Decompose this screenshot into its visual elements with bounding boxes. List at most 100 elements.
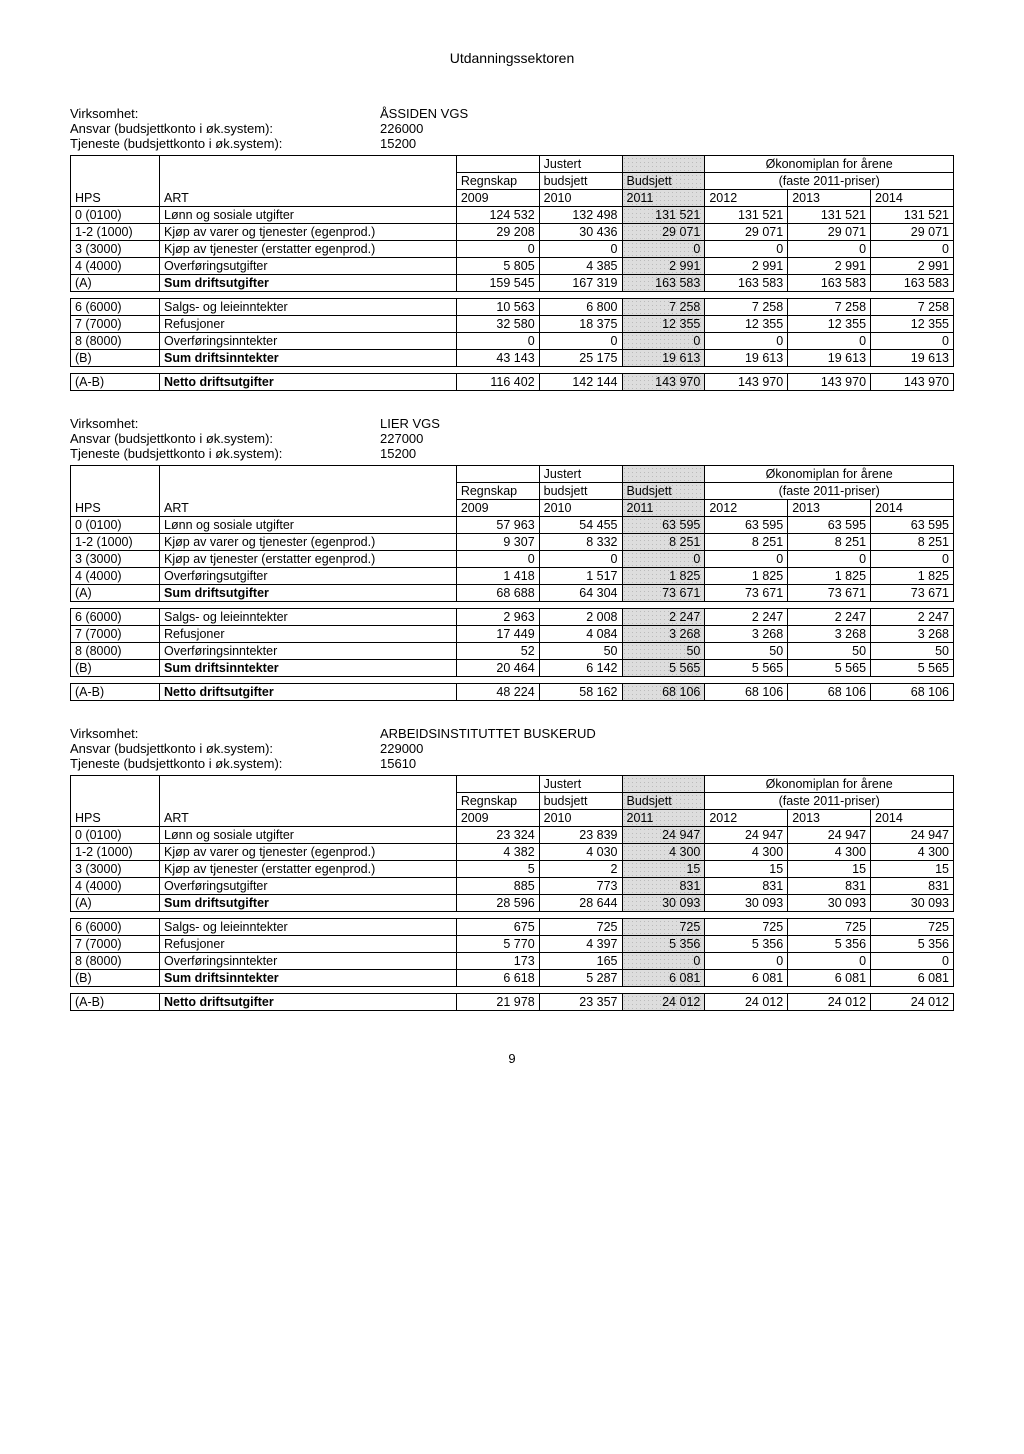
cell: 1 825 (788, 568, 871, 585)
cell: 725 (539, 919, 622, 936)
cell: Kjøp av varer og tjenester (egenprod.) (160, 534, 457, 551)
cell: 5 356 (871, 936, 954, 953)
cell: 2012 (705, 500, 788, 517)
cell: Lønn og sosiale utgifter (160, 207, 457, 224)
cell: (faste 2011-priser) (705, 483, 954, 500)
cell: 1-2 (1000) (71, 844, 160, 861)
cell: 0 (871, 953, 954, 970)
cell: 0 (0100) (71, 827, 160, 844)
cell: 8 251 (871, 534, 954, 551)
cell: 29 071 (788, 224, 871, 241)
budget-section: Virksomhet:ARBEIDSINSTITUTTET BUSKERUD A… (70, 726, 954, 1011)
cell: 21 978 (456, 994, 539, 1011)
cell: 1 517 (539, 568, 622, 585)
cell: (B) (71, 350, 160, 367)
cell: 5 565 (788, 660, 871, 677)
cell: 6 618 (456, 970, 539, 987)
cell: 25 175 (539, 350, 622, 367)
cell: Regnskap (456, 793, 539, 810)
cell: 2014 (871, 810, 954, 827)
cell: 68 106 (622, 684, 705, 701)
cell: Overføringsinntekter (160, 953, 457, 970)
cell: Netto driftsutgifter (160, 374, 457, 391)
cell: 2 963 (456, 609, 539, 626)
cell: 116 402 (456, 374, 539, 391)
cell: Netto driftsutgifter (160, 994, 457, 1011)
cell: (A) (71, 895, 160, 912)
cell: 50 (705, 643, 788, 660)
cell: Kjøp av tjenester (erstatter egenprod.) (160, 861, 457, 878)
cell: 2 247 (871, 609, 954, 626)
cell: 50 (788, 643, 871, 660)
cell: 68 106 (871, 684, 954, 701)
cell: 131 521 (622, 207, 705, 224)
cell: 15 (788, 861, 871, 878)
cell: 6 081 (788, 970, 871, 987)
cell: 2 247 (788, 609, 871, 626)
cell: 19 613 (622, 350, 705, 367)
cell (456, 466, 539, 483)
cell: 8 251 (788, 534, 871, 551)
cell: 68 106 (705, 684, 788, 701)
cell: 23 324 (456, 827, 539, 844)
cell: 7 258 (705, 299, 788, 316)
cell: Justert (539, 156, 622, 173)
cell: 1 825 (705, 568, 788, 585)
cell: budsjett (539, 483, 622, 500)
cell: 1-2 (1000) (71, 224, 160, 241)
cell: 0 (456, 333, 539, 350)
cell: Overføringsutgifter (160, 258, 457, 275)
cell: 0 (871, 333, 954, 350)
cell: Sum driftsinntekter (160, 660, 457, 677)
cell: 2009 (456, 500, 539, 517)
cell: 7 258 (622, 299, 705, 316)
cell: 7 (7000) (71, 626, 160, 643)
cell: Sum driftsutgifter (160, 585, 457, 602)
cell: 10 563 (456, 299, 539, 316)
cell: 54 455 (539, 517, 622, 534)
cell: 143 970 (788, 374, 871, 391)
cell: 4 030 (539, 844, 622, 861)
cell: 0 (456, 551, 539, 568)
cell: (A-B) (71, 684, 160, 701)
cell: Overføringsutgifter (160, 568, 457, 585)
label-tjeneste: Tjeneste (budsjettkonto i øk.system): (70, 136, 380, 151)
cell: Overføringsinntekter (160, 643, 457, 660)
cell: 63 595 (788, 517, 871, 534)
cell: 725 (705, 919, 788, 936)
cell: 0 (0100) (71, 207, 160, 224)
cell: 12 355 (788, 316, 871, 333)
cell: 15 (622, 861, 705, 878)
cell: Sum driftsinntekter (160, 350, 457, 367)
cell: 0 (788, 953, 871, 970)
cell: 6 142 (539, 660, 622, 677)
cell: 143 970 (705, 374, 788, 391)
cell: 5 (456, 861, 539, 878)
cell: 3 (3000) (71, 241, 160, 258)
cell: 1 418 (456, 568, 539, 585)
cell: 23 357 (539, 994, 622, 1011)
cell: 2 247 (622, 609, 705, 626)
cell: 29 071 (871, 224, 954, 241)
cell: 2009 (456, 810, 539, 827)
cell: 8 (8000) (71, 643, 160, 660)
cell: 831 (788, 878, 871, 895)
cell: 5 356 (705, 936, 788, 953)
cell: 0 (0100) (71, 517, 160, 534)
cell: 0 (622, 953, 705, 970)
cell: 143 970 (871, 374, 954, 391)
cell: Justert (539, 776, 622, 793)
cell: 132 498 (539, 207, 622, 224)
col-art: ART (160, 156, 457, 207)
cell: 0 (705, 953, 788, 970)
cell (456, 156, 539, 173)
cell: 2014 (871, 500, 954, 517)
cell: 2 991 (622, 258, 705, 275)
cell: 68 688 (456, 585, 539, 602)
cell: 68 106 (788, 684, 871, 701)
cell: 2011 (622, 810, 705, 827)
cell: 30 093 (871, 895, 954, 912)
cell: Sum driftsutgifter (160, 275, 457, 292)
cell: 7 258 (788, 299, 871, 316)
cell: 3 (3000) (71, 551, 160, 568)
